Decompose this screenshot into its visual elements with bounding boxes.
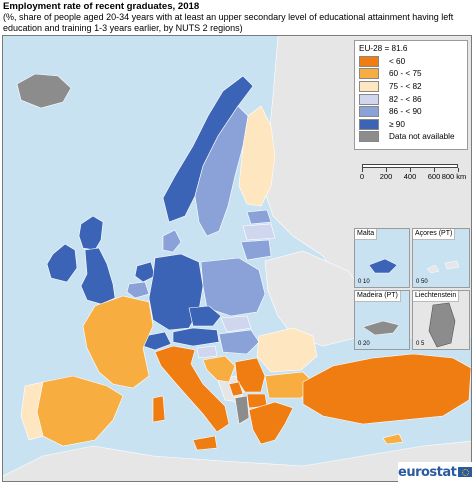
region-croatia[interactable] — [202, 355, 236, 383]
legend-label: 82 - < 86 — [389, 94, 422, 104]
region-scotland[interactable] — [78, 215, 104, 251]
region-estonia[interactable] — [246, 209, 272, 225]
region-spain[interactable] — [36, 375, 124, 447]
scale-tick — [362, 168, 363, 172]
region-ireland[interactable] — [46, 243, 78, 283]
scale-bar: 0 200 400 600 800 km — [354, 160, 468, 186]
scale-bar-line — [362, 164, 458, 168]
region-norway[interactable] — [162, 75, 254, 223]
region-italy[interactable] — [154, 345, 230, 433]
inset-madeira-label: Madeira (PT) — [355, 291, 401, 302]
legend-rows: < 60 60 - < 75 75 - < 82 82 - < 86 86 - … — [359, 55, 463, 143]
inset-azores-map — [426, 260, 460, 274]
map-subtitle: (%, share of people aged 20-34 years wit… — [3, 12, 454, 33]
region-sicily[interactable] — [192, 435, 218, 451]
scale-tick — [458, 168, 459, 172]
legend-swatch — [359, 80, 379, 92]
region-iceland[interactable] — [16, 73, 72, 109]
inset-liechtenstein-scale: 0 5 — [416, 341, 425, 347]
region-madeira[interactable] — [362, 320, 400, 336]
scale-tick — [410, 168, 411, 172]
land-ukraine-belarus — [264, 250, 374, 347]
scale-label: 200 — [379, 172, 393, 181]
legend-swatch — [359, 93, 379, 105]
legend-row: ≥ 90 — [359, 118, 463, 131]
inset-azores-label: Açores (PT) — [413, 229, 456, 240]
region-czechia[interactable] — [188, 305, 222, 327]
legend-swatch — [359, 131, 379, 143]
region-slovenia[interactable] — [196, 345, 218, 359]
region-denmark[interactable] — [162, 229, 182, 253]
region-netherlands[interactable] — [134, 261, 156, 283]
legend-label: < 60 — [389, 56, 406, 66]
region-slovakia[interactable] — [220, 315, 252, 333]
eurostat-logo-text: eurostat — [398, 464, 457, 480]
legend-label: ≥ 90 — [389, 119, 405, 129]
legend-swatch — [359, 106, 379, 118]
region-sardinia[interactable] — [152, 395, 166, 423]
region-cyprus[interactable] — [382, 433, 404, 445]
region-poland[interactable] — [200, 257, 266, 317]
inset-malta-scale: 0 10 — [358, 279, 370, 285]
legend-label: 60 - < 75 — [389, 69, 422, 79]
region-finland[interactable] — [238, 105, 276, 207]
legend: EU-28 = 81.6 < 60 60 - < 75 75 - < 82 82… — [354, 40, 468, 150]
region-austria[interactable] — [172, 327, 220, 347]
inset-liechtenstein-label: Liechtenstein — [413, 291, 460, 302]
legend-label: Data not available — [389, 132, 455, 142]
region-hungary[interactable] — [218, 329, 260, 355]
legend-eu-value: EU-28 = 81.6 — [359, 44, 408, 53]
scale-label: 0 — [359, 172, 365, 181]
inset-madeira: Madeira (PT) 0 20 — [354, 290, 410, 350]
region-england[interactable] — [80, 247, 116, 305]
scale-tick — [386, 168, 387, 172]
eurostat-logo: eurostat — [398, 462, 472, 482]
region-serbia[interactable] — [234, 357, 266, 393]
inset-malta-label: Malta — [355, 229, 378, 240]
inset-azores: Açores (PT) 0 50 — [412, 228, 470, 288]
region-azores[interactable] — [426, 260, 460, 274]
legend-swatch — [359, 68, 379, 80]
region-turkey[interactable] — [302, 353, 471, 425]
region-montenegro[interactable] — [228, 381, 244, 397]
region-portugal[interactable] — [20, 381, 44, 441]
scale-label: 800 km — [441, 172, 467, 181]
legend-row: 60 - < 75 — [359, 68, 463, 81]
region-romania[interactable] — [256, 327, 318, 373]
legend-row: 82 - < 86 — [359, 93, 463, 106]
inset-malta: Malta 0 10 — [354, 228, 410, 288]
eu-flag-icon — [458, 467, 472, 477]
scale-label: 600 — [427, 172, 441, 181]
inset-liechtenstein-map — [428, 302, 456, 348]
inset-liechtenstein: Liechtenstein 0 5 — [412, 290, 470, 350]
region-belgium[interactable] — [126, 281, 150, 299]
inset-azores-scale: 0 50 — [416, 279, 428, 285]
region-liechtenstein[interactable] — [428, 302, 456, 348]
legend-label: 75 - < 82 — [389, 81, 422, 91]
legend-row: 86 - < 90 — [359, 105, 463, 118]
region-lithuania[interactable] — [240, 239, 272, 261]
region-malta[interactable] — [368, 258, 398, 274]
scale-tick — [434, 168, 435, 172]
inset-madeira-map — [362, 320, 400, 336]
legend-row: 75 - < 82 — [359, 80, 463, 93]
region-france[interactable] — [82, 295, 154, 389]
land-north-africa — [3, 440, 471, 481]
inset-madeira-scale: 0 20 — [358, 341, 370, 347]
legend-swatch — [359, 118, 379, 130]
legend-swatch — [359, 55, 379, 67]
region-sweden[interactable] — [194, 105, 249, 237]
inset-malta-map — [368, 258, 398, 274]
legend-row: Data not available — [359, 131, 463, 144]
region-latvia[interactable] — [242, 223, 276, 241]
legend-row: < 60 — [359, 55, 463, 68]
region-greece[interactable] — [248, 401, 294, 445]
region-albania[interactable] — [234, 395, 250, 425]
legend-label: 86 - < 90 — [389, 107, 422, 117]
scale-label: 400 — [403, 172, 417, 181]
map-title: Employment rate of recent graduates, 201… — [3, 1, 200, 12]
